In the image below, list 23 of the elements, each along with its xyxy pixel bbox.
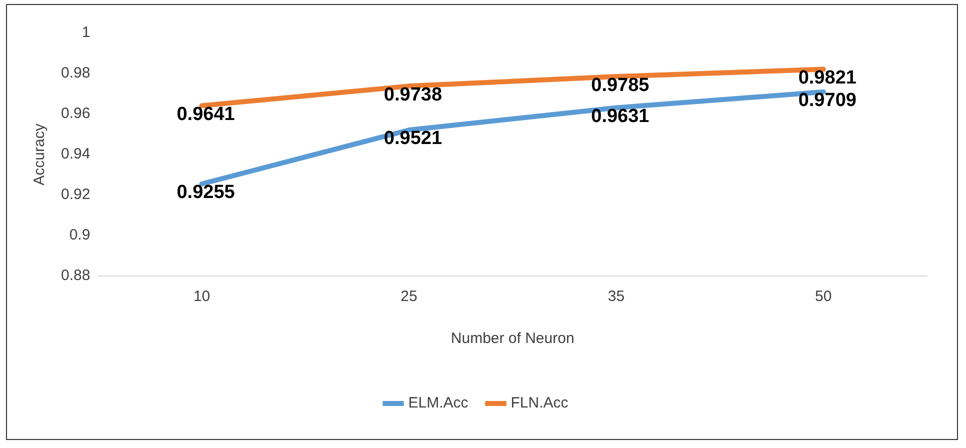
data-label: 0.9821 <box>798 67 857 88</box>
y-tick-label: 1 <box>82 24 90 42</box>
x-tick-label: 50 <box>815 288 832 306</box>
data-label: 0.9521 <box>384 128 442 150</box>
x-tick-label: 10 <box>193 288 210 306</box>
data-label: 0.9709 <box>798 90 856 112</box>
legend-label: ELM.Acc <box>408 394 469 412</box>
data-label: 0.9255 <box>176 182 236 204</box>
data-label: 0.9785 <box>591 74 650 96</box>
y-axis-title: Accuracy <box>31 123 48 186</box>
data-label: 0.9641 <box>176 104 236 125</box>
y-tick-label: 0.88 <box>60 267 90 284</box>
y-tick-label: 0.96 <box>60 105 90 122</box>
data-label: 0.9738 <box>384 84 442 106</box>
y-tick-label: 0.92 <box>60 186 90 204</box>
y-tick-label: 0.94 <box>60 146 90 163</box>
legend-label: FLN.Acc <box>510 394 569 412</box>
x-axis-title: Number of Neuron <box>450 330 574 348</box>
x-tick-label: 25 <box>400 288 418 306</box>
y-tick-label: 0.9 <box>69 226 90 244</box>
y-tick-label: 0.98 <box>60 64 90 82</box>
x-tick-label: 35 <box>608 288 625 306</box>
data-label: 0.9631 <box>591 106 650 127</box>
